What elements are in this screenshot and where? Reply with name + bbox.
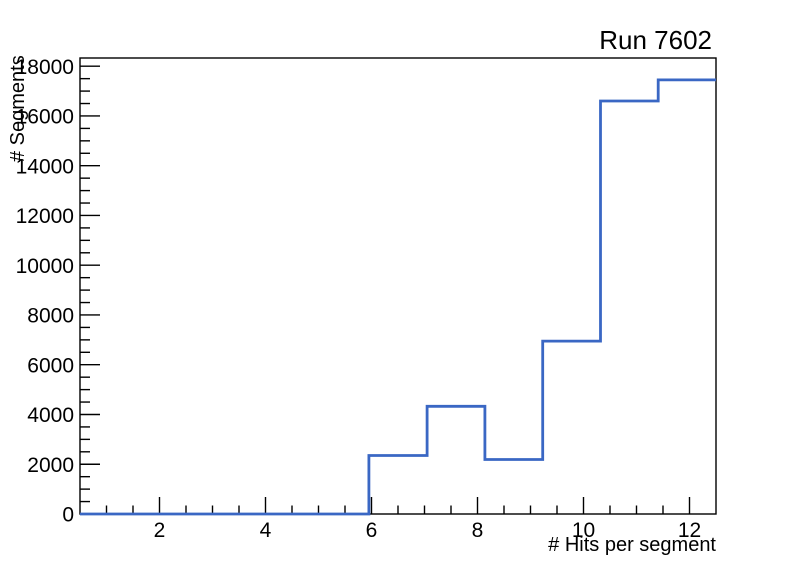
histogram-line — [80, 78, 716, 516]
x-tick-label: 2 — [154, 519, 166, 542]
y-tick-label: 10000 — [16, 255, 74, 278]
x-tick-label: 4 — [260, 519, 272, 542]
y-axis-title: # Segments — [7, 55, 29, 162]
y-tick-label: 4000 — [27, 404, 74, 427]
y-tick-label: 12000 — [16, 205, 74, 228]
y-tick-label: 18000 — [16, 56, 74, 79]
plot-frame — [79, 57, 717, 515]
y-tick-label: 2000 — [27, 454, 74, 477]
y-tick-label: 0 — [62, 504, 74, 527]
y-tick-label: 16000 — [16, 106, 74, 129]
chart-title: Run 7602 — [599, 25, 712, 55]
axes: 0 2000 4000 6000 8000 10000 12000 14000 16000 180… — [16, 56, 702, 542]
x-tick-label: 10 — [572, 519, 595, 542]
x-tick-label: 8 — [472, 519, 484, 542]
x-tick-label: 12 — [678, 519, 701, 542]
x-axis-title: # Hits per segment — [548, 534, 716, 556]
y-tick-label: 6000 — [27, 354, 74, 377]
y-tick-label: 8000 — [27, 305, 74, 328]
x-tick-label: 6 — [366, 519, 378, 542]
y-tick-label: 14000 — [16, 155, 74, 178]
